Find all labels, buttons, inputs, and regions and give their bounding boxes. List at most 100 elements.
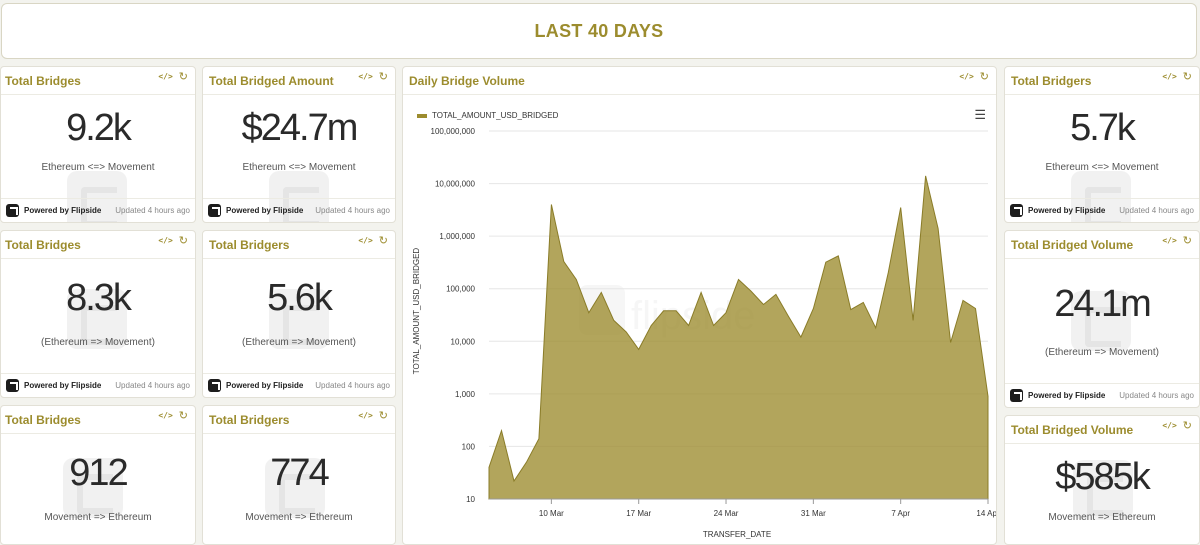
stat-card-total-bridged-volume-movement-to-eth: Total Bridged Volume </> ↻ $585k Movement… [1004, 415, 1200, 545]
y-tick-label: 1,000,000 [439, 232, 475, 241]
powered-by-flipside-link[interactable]: Powered by Flipside [208, 204, 303, 217]
stat-card-total-bridgers-eth-to-movement: Total Bridgers </> ↻ 5.6k (Ethereum => Mo… [202, 230, 396, 398]
flipside-logo-icon [6, 379, 19, 392]
powered-by-flipside-link[interactable]: Powered by Flipside [6, 204, 101, 217]
card-title: Total Bridged Volume [1011, 238, 1134, 252]
refresh-icon[interactable]: ↻ [178, 234, 188, 247]
powered-by-flipside-link[interactable]: Powered by Flipside [208, 379, 303, 392]
refresh-icon[interactable]: ↻ [178, 70, 188, 83]
refresh-icon[interactable]: ↻ [178, 409, 188, 422]
chart-menu-icon[interactable]: ☰ [974, 107, 986, 122]
code-icon[interactable]: </> [158, 411, 173, 420]
powered-by-flipside-link[interactable]: Powered by Flipside [1010, 389, 1105, 402]
code-icon[interactable]: </> [1162, 72, 1177, 81]
flipside-watermark-icon [269, 171, 329, 222]
stat-card-total-bridgers: Total Bridgers </> ↻ 5.7k Ethereum <=> Mo… [1004, 66, 1200, 223]
card-title: Total Bridgers [1011, 74, 1092, 88]
refresh-icon[interactable]: ↻ [1182, 234, 1192, 247]
stat-label: (Ethereum => Movement) [41, 337, 155, 348]
x-tick-label: 17 Mar [626, 509, 651, 518]
y-tick-label: 10,000,000 [435, 180, 476, 189]
refresh-icon[interactable]: ↻ [378, 70, 388, 83]
refresh-icon[interactable]: ↻ [979, 70, 989, 83]
x-tick-label: 10 Mar [539, 509, 564, 518]
refresh-icon[interactable]: ↻ [378, 409, 388, 422]
chart-legend[interactable]: TOTAL_AMOUNT_USD_BRIDGED [417, 111, 558, 120]
updated-time: Updated 4 hours ago [315, 206, 390, 215]
flipside-logo-icon [208, 379, 221, 392]
refresh-icon[interactable]: ↻ [1182, 419, 1192, 432]
card-title: Total Bridged Volume [1011, 423, 1134, 437]
stat-value: 774 [270, 452, 329, 494]
code-icon[interactable]: </> [358, 411, 373, 420]
updated-time: Updated 4 hours ago [315, 381, 390, 390]
stat-card-total-bridges-movement-to-eth: Total Bridges </> ↻ 912 Movement => Ether… [0, 405, 196, 545]
stat-label: Ethereum <=> Movement [1045, 162, 1159, 173]
stat-label: Movement => Ethereum [1048, 512, 1156, 523]
x-tick-label: 14 Apr [976, 509, 997, 518]
card-title: Total Bridges [5, 413, 81, 427]
stat-label: Movement => Ethereum [44, 512, 152, 523]
code-icon[interactable]: </> [358, 236, 373, 245]
flipside-watermark-icon [1073, 460, 1133, 520]
dashboard-header: LAST 40 DAYS [1, 3, 1197, 59]
stat-label: Movement => Ethereum [245, 512, 353, 523]
stat-label: Ethereum <=> Movement [41, 162, 155, 173]
stat-value: 24.1m [1054, 283, 1152, 325]
stat-value: 9.2k [66, 107, 132, 149]
code-icon[interactable]: </> [358, 72, 373, 81]
stat-value: 912 [69, 452, 128, 494]
y-tick-label: 10,000 [451, 337, 476, 346]
stat-card-total-bridgers-movement-to-eth: Total Bridgers </> ↻ 774 Movement => Ethe… [202, 405, 396, 545]
card-title: Total Bridgers [209, 413, 290, 427]
updated-time: Updated 4 hours ago [115, 206, 190, 215]
flipside-watermark-icon [1071, 171, 1131, 222]
x-tick-label: 24 Mar [714, 509, 739, 518]
updated-time: Updated 4 hours ago [1119, 391, 1194, 400]
code-icon[interactable]: </> [158, 72, 173, 81]
y-axis-label: TOTAL_AMOUNT_USD_BRIDGED [412, 248, 421, 375]
flipside-watermark-icon [265, 458, 325, 518]
flipside-logo-icon [1010, 204, 1023, 217]
flipside-watermark-icon [1071, 291, 1131, 351]
stat-value: 5.7k [1070, 107, 1136, 149]
x-axis-label: TRANSFER_DATE [703, 530, 771, 539]
flipside-watermark-icon [67, 289, 127, 349]
powered-by-flipside-link[interactable]: Powered by Flipside [6, 379, 101, 392]
area-series [488, 175, 989, 500]
stat-value: 5.6k [267, 277, 333, 319]
code-icon[interactable]: </> [1162, 421, 1177, 430]
flipside-logo-icon [1010, 389, 1023, 402]
code-icon[interactable]: </> [1162, 236, 1177, 245]
y-tick-label: 1,000 [455, 390, 476, 399]
stat-label: Ethereum <=> Movement [242, 162, 356, 173]
y-tick-label: 10 [466, 495, 475, 504]
flipside-logo-icon [6, 204, 19, 217]
x-tick-label: 7 Apr [891, 509, 910, 518]
y-tick-label: 100 [462, 442, 476, 451]
stat-card-total-bridges-eth-to-movement: Total Bridges </> ↻ 8.3k (Ethereum => Mov… [0, 230, 196, 398]
flipside-watermark-icon [63, 458, 123, 518]
stat-card-total-bridged-amount: Total Bridged Amount </> ↻ $24.7m Ethereu… [202, 66, 396, 223]
legend-label: TOTAL_AMOUNT_USD_BRIDGED [432, 111, 559, 120]
updated-time: Updated 4 hours ago [115, 381, 190, 390]
card-title: Total Bridges [5, 74, 81, 88]
stat-value: $585k [1055, 456, 1151, 498]
card-title: Daily Bridge Volume [409, 74, 525, 88]
y-tick-label: 100,000 [446, 285, 475, 294]
card-title: Total Bridgers [209, 238, 290, 252]
x-tick-label: 31 Mar [801, 509, 826, 518]
code-icon[interactable]: </> [158, 236, 173, 245]
stat-card-total-bridged-volume-eth-to-movement: Total Bridged Volume </> ↻ 24.1m (Ethereu… [1004, 230, 1200, 408]
page-title: LAST 40 DAYS [534, 20, 664, 41]
refresh-icon[interactable]: ↻ [378, 234, 388, 247]
flipside-watermark-icon [269, 289, 329, 349]
y-tick-label: 100,000,000 [431, 127, 476, 136]
flipside-logo-icon [208, 204, 221, 217]
stat-value: 8.3k [66, 277, 132, 319]
card-title: Total Bridges [5, 238, 81, 252]
flipside-watermark-icon [67, 171, 127, 222]
code-icon[interactable]: </> [959, 72, 974, 81]
powered-by-flipside-link[interactable]: Powered by Flipside [1010, 204, 1105, 217]
refresh-icon[interactable]: ↻ [1182, 70, 1192, 83]
